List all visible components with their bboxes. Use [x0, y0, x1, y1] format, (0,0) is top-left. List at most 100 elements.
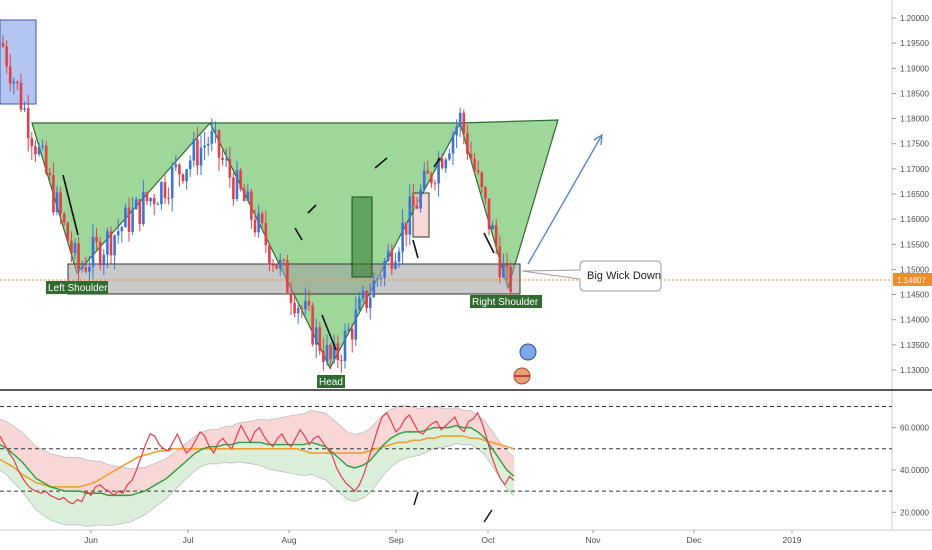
- candle-body: [379, 277, 383, 279]
- candle-body: [422, 170, 426, 190]
- trend-line: [433, 157, 441, 168]
- candle-body: [106, 231, 109, 255]
- candle-body: [271, 264, 275, 266]
- event-icons: [513, 343, 537, 385]
- candle-body: [113, 235, 116, 256]
- candle-body: [239, 170, 242, 189]
- osc-tick-label: 40.0000: [900, 466, 929, 475]
- price-tick-label: 1.17500: [900, 140, 929, 149]
- candle-body: [336, 343, 340, 361]
- candle-body: [394, 261, 397, 269]
- time-tick-label: Oct: [481, 535, 495, 545]
- candle-body: [62, 213, 66, 223]
- candle-body: [145, 192, 149, 202]
- candle-body: [383, 261, 386, 278]
- candle-body: [134, 199, 138, 210]
- candle-body: [206, 143, 210, 146]
- candle-body: [458, 112, 462, 127]
- candle-body: [304, 301, 307, 310]
- candle-body: [448, 153, 451, 160]
- time-tick-label: Aug: [281, 535, 296, 545]
- right-shoulder-label-bg: [470, 295, 542, 308]
- candle-body: [415, 205, 419, 209]
- candle-body: [116, 231, 120, 236]
- price-tick-label: 1.14500: [900, 291, 929, 300]
- projection-arrow-shaft: [527, 134, 603, 265]
- candle-body: [264, 223, 268, 246]
- left-shoulder-label-bg: [46, 281, 108, 294]
- support-zone-box: [67, 263, 521, 295]
- candle-body: [217, 130, 221, 158]
- candle-body: [37, 146, 41, 155]
- oscillator-pane: [0, 405, 892, 527]
- trend-line: [374, 157, 388, 169]
- candle-body: [278, 259, 282, 269]
- price-tick-label: 1.14000: [900, 316, 929, 325]
- candle-body: [314, 327, 318, 345]
- candle-body: [340, 360, 343, 362]
- candle-body: [296, 308, 300, 314]
- candle-body: [77, 243, 80, 269]
- candle-body: [502, 264, 505, 278]
- candle-body: [80, 267, 84, 269]
- candle-body: [365, 290, 368, 309]
- candle-body: [300, 308, 304, 310]
- current-price-tag-bg: [893, 273, 932, 286]
- price-tick-label: 1.15500: [900, 240, 929, 249]
- price-tick-label: 1.15000: [900, 265, 929, 274]
- candle-body: [293, 302, 296, 314]
- candle-body: [12, 81, 16, 84]
- candle-body: [73, 243, 77, 254]
- projection-arrow-head: [593, 133, 603, 146]
- candle-body: [368, 297, 372, 309]
- price-tick-label: 1.13500: [900, 341, 929, 350]
- osc-tick-label: 60.0000: [900, 424, 929, 433]
- candle-body: [196, 139, 199, 166]
- candle-body: [480, 172, 484, 187]
- candle-body: [124, 207, 127, 228]
- candle-body: [221, 157, 224, 160]
- candle-body: [509, 266, 512, 293]
- candle-body: [149, 197, 152, 202]
- candle-body: [329, 344, 332, 360]
- price-tick-label: 1.19000: [900, 64, 929, 73]
- candle-body: [419, 189, 422, 209]
- osc-tick-label: 20.0000: [900, 508, 929, 517]
- candle-body: [332, 343, 336, 360]
- candle-body: [214, 130, 217, 132]
- candle-body: [102, 254, 106, 266]
- price-tick-label: 1.20000: [900, 14, 929, 23]
- main-plot-area: [0, 0, 892, 390]
- candle-body: [52, 175, 55, 213]
- big-wick-callout: Big Wick Down: [521, 260, 662, 292]
- candle-body: [401, 222, 404, 252]
- candle-body: [88, 266, 91, 272]
- right-shoulder-text: Right Shoulder: [472, 297, 539, 308]
- callout-text: Big Wick Down: [587, 270, 661, 282]
- current-price-value: 1.14807: [897, 276, 926, 285]
- trend-line: [307, 204, 317, 214]
- time-axis: Jun Jul Aug Sep Oct Nov Dec 2019: [84, 530, 802, 545]
- candle-body: [188, 160, 192, 170]
- time-tick-label: Sep: [388, 535, 403, 545]
- candle-body: [66, 222, 70, 241]
- candle-body: [498, 246, 502, 278]
- candle-body: [476, 170, 480, 173]
- candle-body: [426, 170, 430, 174]
- right-shoulder-triangle: [459, 119, 559, 291]
- candle-body: [444, 159, 448, 169]
- consolidation-box: [351, 196, 373, 278]
- candle-body: [397, 251, 401, 262]
- candle-body: [5, 46, 8, 67]
- candle-body: [16, 81, 19, 84]
- candle-body: [44, 145, 48, 173]
- projection-arrow: [527, 133, 603, 265]
- candle-body: [1, 43, 5, 47]
- price-tick-label: 1.18000: [900, 115, 929, 124]
- trend-line: [294, 227, 303, 241]
- candle-body: [152, 197, 156, 205]
- candle-body: [235, 170, 239, 199]
- candle-body: [404, 222, 408, 235]
- osc-annotation-stroke: [413, 491, 419, 506]
- candle-body: [440, 158, 444, 169]
